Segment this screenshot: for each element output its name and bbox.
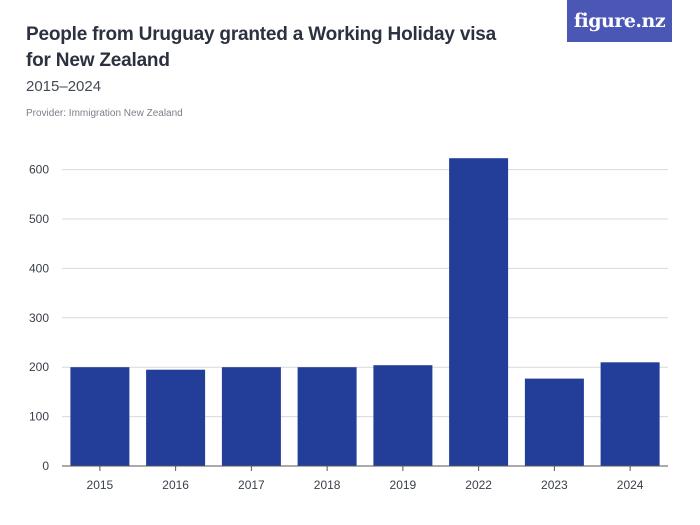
- y-tick-label: 0: [42, 459, 49, 473]
- data-provider: Provider: Immigration New Zealand: [26, 108, 183, 119]
- y-tick-label: 500: [29, 212, 49, 226]
- bar: [449, 158, 509, 466]
- y-tick-label: 400: [29, 261, 49, 275]
- y-tick-label: 200: [29, 360, 49, 374]
- x-tick-label: 2019: [390, 478, 417, 492]
- bar: [221, 367, 281, 466]
- x-tick-label: 2022: [465, 478, 492, 492]
- x-tick-label: 2017: [238, 478, 265, 492]
- x-tick-label: 2023: [541, 478, 568, 492]
- bar: [373, 365, 433, 466]
- bar: [70, 367, 130, 466]
- bar: [297, 367, 357, 466]
- x-tick-label: 2018: [314, 478, 341, 492]
- bar: [524, 378, 584, 466]
- y-tick-label: 600: [29, 163, 49, 177]
- chart-title: People from Uruguay granted a Working Ho…: [26, 24, 497, 71]
- y-tick-label: 300: [29, 311, 49, 325]
- x-tick-label: 2016: [162, 478, 189, 492]
- x-tick-label: 2024: [617, 478, 644, 492]
- bar: [600, 362, 660, 466]
- x-tick-label: 2015: [87, 478, 114, 492]
- figure-nz-logo[interactable]: figure.nz: [567, 0, 672, 42]
- y-tick-label: 100: [29, 410, 49, 424]
- bar: [146, 369, 206, 466]
- chart-subtitle: 2015–2024: [26, 78, 102, 95]
